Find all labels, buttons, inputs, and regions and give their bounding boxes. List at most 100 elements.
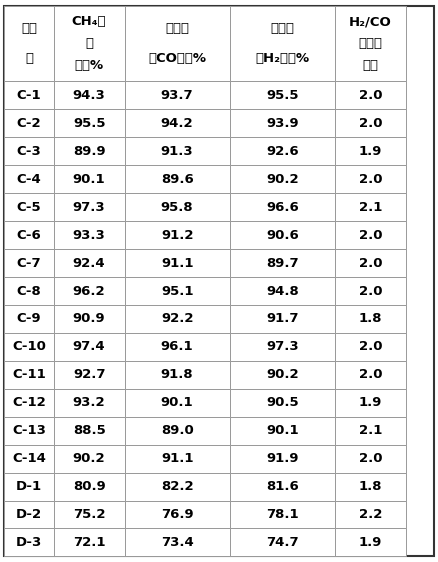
Bar <box>335 249 406 277</box>
Text: 1.8: 1.8 <box>359 480 382 493</box>
Bar <box>230 445 335 473</box>
Bar <box>335 165 406 193</box>
Bar <box>335 473 406 501</box>
Text: 82.2: 82.2 <box>161 480 194 493</box>
Bar <box>54 305 124 333</box>
Text: （摩尔: （摩尔 <box>358 37 382 50</box>
Text: 2.0: 2.0 <box>359 368 382 381</box>
Bar <box>4 137 54 165</box>
Text: 88.5: 88.5 <box>73 424 106 437</box>
Text: C-4: C-4 <box>17 173 42 186</box>
Text: C-2: C-2 <box>17 117 41 130</box>
Text: 92.6: 92.6 <box>266 145 299 158</box>
Text: 90.6: 90.6 <box>266 229 299 242</box>
Bar <box>54 473 124 501</box>
Text: 78.1: 78.1 <box>266 508 299 521</box>
Bar <box>54 193 124 221</box>
Text: 90.2: 90.2 <box>266 368 299 381</box>
Bar <box>124 361 230 389</box>
Bar <box>124 221 230 249</box>
Text: 92.7: 92.7 <box>73 368 106 381</box>
Text: 96.6: 96.6 <box>266 201 299 214</box>
Bar <box>230 333 335 361</box>
Bar <box>335 501 406 528</box>
Text: 76.9: 76.9 <box>161 508 194 521</box>
Bar <box>124 277 230 305</box>
Text: C-11: C-11 <box>12 368 46 381</box>
Text: 93.9: 93.9 <box>266 117 299 130</box>
Bar <box>230 165 335 193</box>
Bar <box>335 193 406 221</box>
Text: C-6: C-6 <box>17 229 42 242</box>
Text: 选择性: 选择性 <box>165 22 189 35</box>
Text: 94.3: 94.3 <box>73 89 106 102</box>
Text: （CO），%: （CO），% <box>148 52 206 65</box>
Bar <box>4 416 54 445</box>
Bar <box>4 389 54 416</box>
Text: C-3: C-3 <box>17 145 42 158</box>
Bar <box>54 501 124 528</box>
Bar <box>335 137 406 165</box>
Text: C-14: C-14 <box>12 452 46 465</box>
Bar <box>124 165 230 193</box>
Bar <box>54 110 124 137</box>
Bar <box>124 193 230 221</box>
Bar <box>230 221 335 249</box>
Bar <box>124 333 230 361</box>
Bar <box>124 445 230 473</box>
Bar <box>230 416 335 445</box>
Text: 95.1: 95.1 <box>161 284 194 297</box>
Bar <box>54 445 124 473</box>
Text: 94.8: 94.8 <box>266 284 299 297</box>
Text: 1.9: 1.9 <box>359 536 382 549</box>
Text: 95.8: 95.8 <box>161 201 194 214</box>
Bar <box>230 81 335 110</box>
Text: 91.8: 91.8 <box>161 368 194 381</box>
Text: C-1: C-1 <box>17 89 41 102</box>
Bar <box>124 501 230 528</box>
Text: 81.6: 81.6 <box>266 480 299 493</box>
Text: 75.2: 75.2 <box>73 508 106 521</box>
Text: 剂: 剂 <box>25 52 33 65</box>
Bar <box>4 528 54 556</box>
Text: 96.2: 96.2 <box>73 284 106 297</box>
Bar <box>4 473 54 501</box>
Bar <box>4 305 54 333</box>
Bar <box>4 110 54 137</box>
Bar <box>335 6 406 81</box>
Bar <box>4 249 54 277</box>
Bar <box>4 6 54 81</box>
Bar <box>335 221 406 249</box>
Bar <box>335 110 406 137</box>
Text: 92.2: 92.2 <box>161 312 194 325</box>
Text: 93.7: 93.7 <box>161 89 194 102</box>
Bar <box>4 501 54 528</box>
Bar <box>54 165 124 193</box>
Text: 97.3: 97.3 <box>73 201 106 214</box>
Bar <box>230 305 335 333</box>
Text: 80.9: 80.9 <box>73 480 106 493</box>
Bar <box>230 361 335 389</box>
Bar <box>230 110 335 137</box>
Text: 2.0: 2.0 <box>359 257 382 270</box>
Bar <box>4 277 54 305</box>
Text: 74.7: 74.7 <box>266 536 299 549</box>
Text: 91.1: 91.1 <box>161 452 194 465</box>
Text: D-2: D-2 <box>16 508 42 521</box>
Text: 2.2: 2.2 <box>359 508 382 521</box>
Bar <box>4 81 54 110</box>
Text: 2.0: 2.0 <box>359 173 382 186</box>
Bar <box>4 193 54 221</box>
Bar <box>230 6 335 81</box>
Bar <box>335 361 406 389</box>
Text: 化: 化 <box>85 37 93 50</box>
Text: C-8: C-8 <box>17 284 42 297</box>
Text: 96.1: 96.1 <box>161 341 194 353</box>
Bar <box>54 389 124 416</box>
Bar <box>54 81 124 110</box>
Bar <box>335 333 406 361</box>
Bar <box>4 445 54 473</box>
Bar <box>230 528 335 556</box>
Text: 1.8: 1.8 <box>359 312 382 325</box>
Text: 率，%: 率，% <box>74 59 104 72</box>
